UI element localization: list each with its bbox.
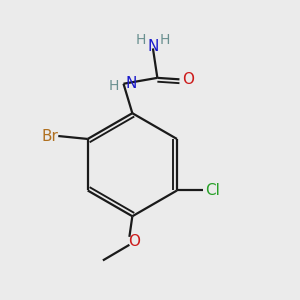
Text: H: H [135, 33, 146, 47]
Text: Cl: Cl [205, 183, 220, 198]
Text: N: N [147, 39, 159, 54]
Text: Br: Br [42, 128, 58, 143]
Text: O: O [182, 72, 194, 87]
Text: N: N [125, 76, 136, 91]
Text: O: O [128, 234, 140, 249]
Text: H: H [109, 79, 119, 93]
Text: H: H [160, 33, 170, 47]
